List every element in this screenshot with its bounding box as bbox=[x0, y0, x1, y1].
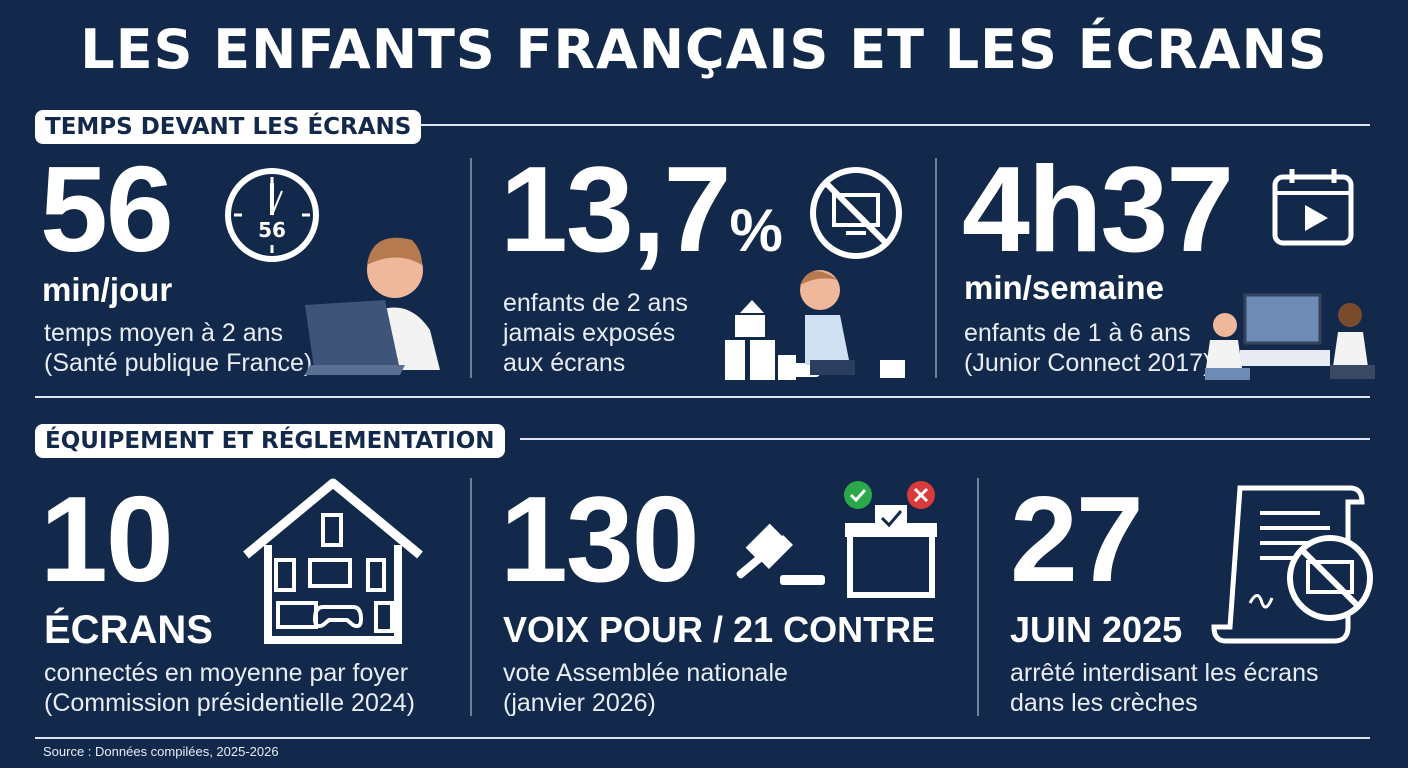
stat-desc: dans les crèches bbox=[1010, 689, 1198, 717]
stat-desc: (Santé publique France) bbox=[44, 349, 313, 377]
divider bbox=[520, 438, 1370, 440]
stat-desc: (janvier 2026) bbox=[503, 689, 656, 717]
stat-unit: VOIX POUR / 21 CONTRE bbox=[503, 609, 936, 650]
section-label-time: TEMPS DEVANT LES ÉCRANS bbox=[35, 110, 422, 144]
stat-unit: JUIN 2025 bbox=[1010, 609, 1183, 650]
divider bbox=[35, 396, 1370, 398]
stat-desc: temps moyen à 2 ans bbox=[44, 319, 284, 347]
source-note: Source : Données compilées, 2025-2026 bbox=[43, 744, 279, 759]
divider bbox=[470, 158, 472, 378]
stat-number: 13,7 bbox=[500, 141, 731, 277]
stat-desc: arrêté interdisant les écrans bbox=[1010, 659, 1319, 687]
divider bbox=[420, 124, 1370, 126]
no-screen-icon bbox=[810, 167, 902, 259]
child-blocks-illustration bbox=[725, 270, 905, 380]
stat-desc: (Junior Connect 2017) bbox=[964, 349, 1212, 377]
section-label-equipment: ÉQUIPEMENT ET RÉGLEMENTATION bbox=[35, 424, 505, 458]
stat-value-13-7: 13,7% bbox=[500, 148, 783, 270]
stat-value-130: 130 bbox=[500, 471, 700, 607]
clock-label: 56 bbox=[258, 218, 286, 242]
clock-icon: 56 bbox=[225, 168, 319, 262]
children-tv-illustration bbox=[1205, 293, 1375, 380]
house-devices-icon bbox=[243, 478, 423, 644]
calendar-play-icon bbox=[1272, 169, 1354, 246]
stat-desc: (Commission présidentielle 2024) bbox=[44, 689, 415, 717]
stat-desc: jamais exposés bbox=[503, 319, 676, 347]
gavel-ballot-icon bbox=[736, 481, 937, 598]
stat-desc: vote Assemblée nationale bbox=[503, 659, 788, 687]
baby-tablet-illustration bbox=[305, 237, 440, 375]
divider bbox=[35, 737, 1370, 739]
page-title: LES ENFANTS FRANÇAIS ET LES ÉCRANS bbox=[80, 18, 1328, 81]
decree-no-screen-icon bbox=[1211, 485, 1373, 644]
stat-unit: min/semaine bbox=[964, 269, 1164, 306]
stat-desc: connectés en moyenne par foyer bbox=[44, 659, 409, 687]
divider bbox=[977, 478, 979, 716]
percent-sign: % bbox=[729, 197, 783, 264]
stat-desc: aux écrans bbox=[503, 349, 626, 377]
divider bbox=[470, 478, 472, 716]
stat-value-56: 56 bbox=[40, 141, 174, 277]
divider bbox=[935, 158, 937, 378]
stat-unit: min/jour bbox=[42, 271, 173, 308]
stat-desc: enfants de 1 à 6 ans bbox=[964, 319, 1191, 347]
stat-value-4h37: 4h37 bbox=[962, 141, 1234, 277]
stat-unit: ÉCRANS bbox=[44, 608, 213, 652]
stat-value-10: 10 bbox=[40, 471, 174, 607]
stat-desc: enfants de 2 ans bbox=[503, 289, 688, 317]
stat-value-27: 27 bbox=[1010, 471, 1144, 607]
